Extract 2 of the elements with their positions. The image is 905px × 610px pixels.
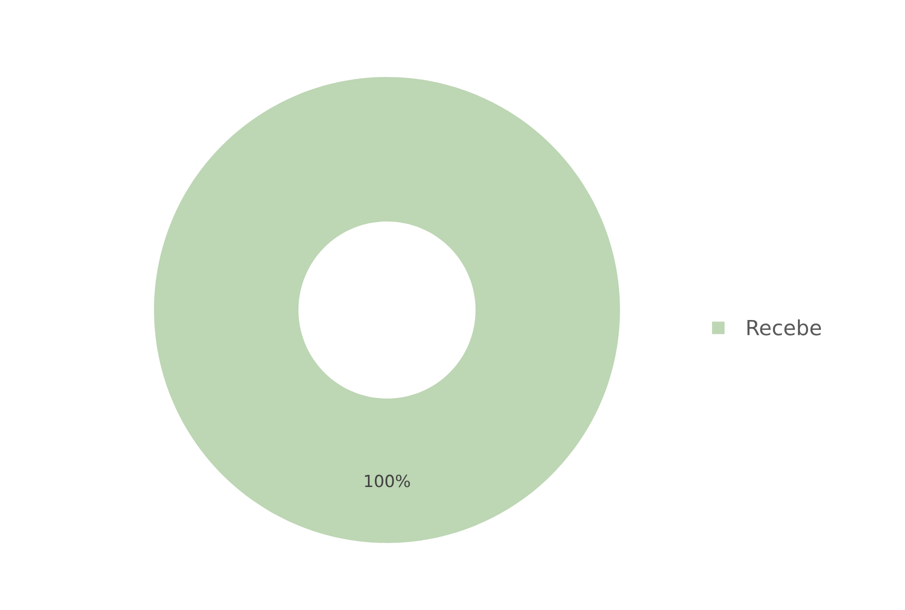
legend-label: Recebe [747,319,821,336]
data-label: 100% [365,474,410,488]
